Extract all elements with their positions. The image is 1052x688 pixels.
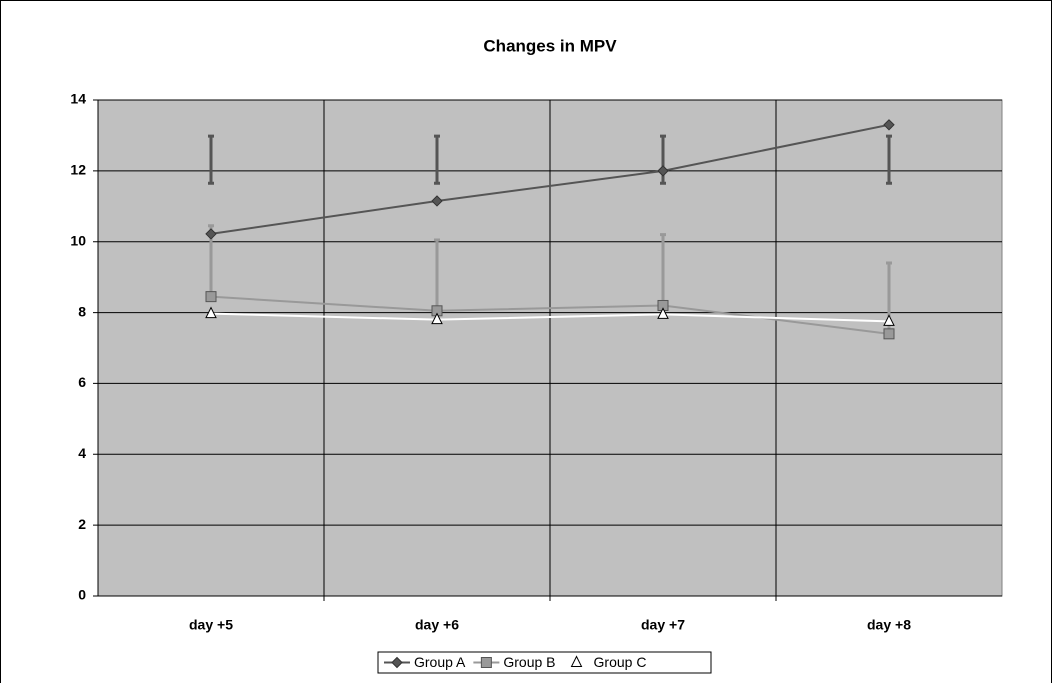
error-bar <box>434 134 440 185</box>
legend-box <box>377 651 712 674</box>
error-bar <box>660 233 666 306</box>
legend: Group A Group B Group C <box>377 651 712 674</box>
series-line <box>210 123 890 235</box>
marker <box>657 307 669 319</box>
marker <box>657 165 669 177</box>
y-tick-label: 0 <box>78 587 86 603</box>
x-tick-label: day +6 <box>415 617 459 633</box>
error-bar <box>434 238 440 311</box>
marker <box>205 228 217 240</box>
x-tick-label: day +7 <box>641 617 685 633</box>
y-tick-label: 14 <box>70 91 86 107</box>
marker <box>431 312 443 325</box>
x-tick-label: day +5 <box>189 617 233 633</box>
error-bar <box>886 134 892 185</box>
marker <box>883 119 895 131</box>
error-bar <box>208 134 214 185</box>
legend-label: Group A <box>414 654 466 670</box>
x-tick-label: day +8 <box>867 617 911 633</box>
y-tick-label: 8 <box>78 303 86 319</box>
marker <box>883 314 895 326</box>
marker <box>480 657 492 668</box>
chart-title: Changes in MPV <box>483 36 617 55</box>
marker <box>205 306 217 319</box>
y-tick-label: 4 <box>78 445 86 461</box>
legend-label: Group B <box>503 654 555 670</box>
marker <box>391 656 403 669</box>
legend-label: Group C <box>594 654 647 670</box>
marker <box>431 195 443 207</box>
y-tick-label: 6 <box>78 374 86 390</box>
marker <box>205 291 217 303</box>
series-line <box>210 295 890 335</box>
y-tick-label: 10 <box>70 232 86 248</box>
marker <box>883 328 895 340</box>
marker <box>570 655 583 667</box>
y-tick-label: 2 <box>78 516 86 532</box>
y-tick-label: 12 <box>70 162 86 178</box>
series-line <box>210 312 890 323</box>
